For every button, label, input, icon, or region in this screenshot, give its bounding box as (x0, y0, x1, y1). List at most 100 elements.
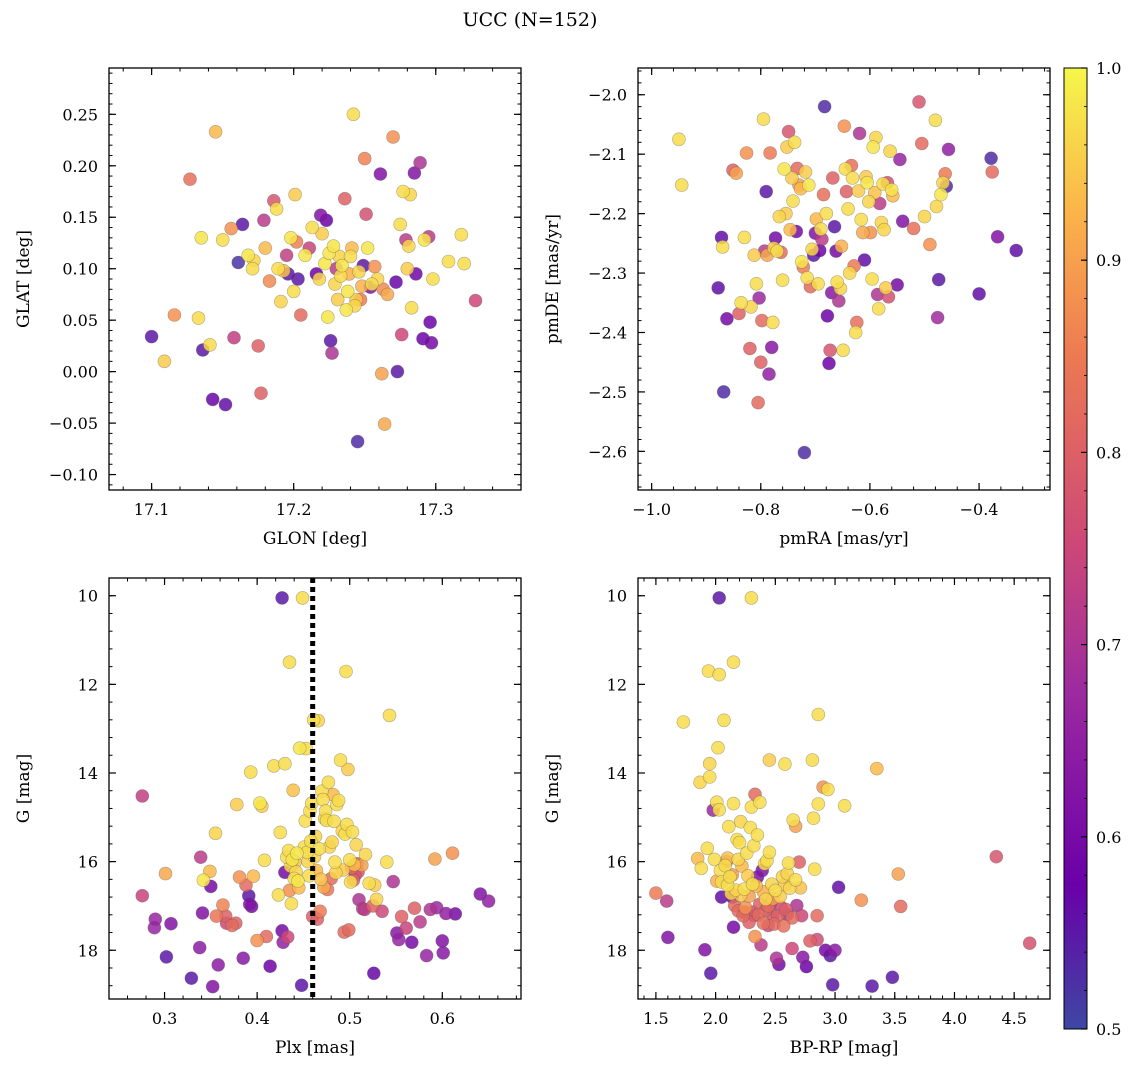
data-point (821, 782, 835, 797)
data-point (822, 356, 836, 371)
data-point (941, 142, 956, 157)
data-point (770, 244, 785, 258)
data-point (360, 241, 375, 255)
data-point (883, 144, 897, 158)
data-point (424, 335, 439, 350)
y-tick-label: 0.00 (62, 363, 98, 382)
data-point (158, 866, 173, 881)
data-point (806, 811, 821, 826)
data-point (341, 762, 355, 777)
data-point (759, 184, 774, 199)
data-point (436, 946, 451, 960)
data-point (274, 294, 288, 309)
data-point (196, 873, 211, 888)
data-point (325, 346, 339, 360)
data-point (825, 171, 840, 185)
ticks: 0.3 0.4 0.5 0.6 10 12 14 16 18 (78, 577, 521, 1028)
data-point (854, 212, 869, 227)
data-point (481, 894, 496, 908)
data-point (831, 294, 846, 308)
x-tick-label: 0.4 (244, 1009, 269, 1028)
data-point (346, 107, 361, 122)
data-point (869, 761, 884, 776)
data-point (729, 166, 744, 180)
data-point (389, 275, 403, 289)
data-point (343, 875, 358, 889)
data-point (340, 284, 355, 299)
x-tick-label: −0.4 (960, 500, 999, 519)
data-point (328, 855, 342, 869)
x-tick-label: 17.1 (134, 500, 170, 519)
data-point (345, 825, 360, 839)
data-point (291, 272, 305, 286)
data-point (810, 908, 824, 923)
data-point (454, 227, 469, 242)
data-point (390, 364, 405, 379)
data-point (294, 978, 309, 993)
data-points (649, 591, 1037, 993)
colorbar-tick-label: 0.7 (1096, 636, 1121, 655)
y-axis-label: GLAT [deg] (14, 230, 34, 328)
data-point (157, 354, 172, 369)
data-point (236, 951, 250, 966)
data-point (778, 757, 792, 771)
data-point (836, 343, 851, 358)
y-tick-label: 16 (78, 853, 98, 872)
scatter-panel-4: 1.5 2.0 2.5 3.0 3.5 4.0 4.5 10 12 14 16 18 BP-RP [ma… (543, 577, 1051, 1058)
data-point (266, 759, 281, 773)
data-point (327, 814, 341, 829)
data-point (762, 367, 776, 381)
data-point (702, 756, 717, 771)
data-point (739, 146, 754, 160)
data-point (934, 187, 948, 202)
data-point (401, 239, 416, 253)
data-point (865, 272, 879, 286)
data-point (813, 222, 828, 236)
data-point (830, 275, 845, 289)
data-point (797, 445, 812, 460)
data-point (845, 171, 860, 185)
data-point (1009, 243, 1024, 258)
data-point (751, 395, 765, 410)
data-point (764, 340, 779, 355)
colorbar-tick-label: 0.9 (1096, 251, 1121, 270)
data-point (785, 911, 799, 925)
data-point (241, 248, 255, 263)
data-point (362, 876, 377, 891)
data-point (195, 906, 210, 920)
colorbar-tick-label: 0.8 (1096, 443, 1121, 462)
data-point (350, 434, 365, 449)
data-point (912, 95, 926, 109)
data-point (762, 753, 777, 767)
data-point (286, 783, 301, 798)
data-point (245, 261, 260, 276)
data-point (878, 281, 893, 295)
data-point (860, 175, 875, 190)
data-point (278, 756, 292, 771)
data-point (703, 966, 718, 981)
y-tick-label: −0.10 (49, 466, 98, 485)
data-point (807, 862, 822, 877)
data-point (192, 940, 207, 955)
data-point (711, 740, 725, 755)
data-point (407, 901, 422, 916)
data-point (763, 146, 777, 160)
y-tick-label: −2.0 (588, 86, 627, 105)
data-point (726, 920, 741, 935)
data-point (720, 311, 734, 326)
data-point (159, 950, 174, 964)
data-point (208, 826, 223, 841)
data-point (148, 912, 163, 927)
data-point (313, 904, 327, 919)
data-point (194, 231, 209, 245)
data-point (929, 199, 944, 214)
data-point (841, 202, 855, 216)
data-point (203, 338, 217, 352)
data-point (280, 930, 295, 944)
data-point (811, 797, 826, 811)
data-point (788, 872, 803, 887)
data-point (404, 935, 419, 950)
data-point (831, 880, 846, 895)
data-point (435, 934, 450, 948)
data-point (819, 206, 834, 221)
